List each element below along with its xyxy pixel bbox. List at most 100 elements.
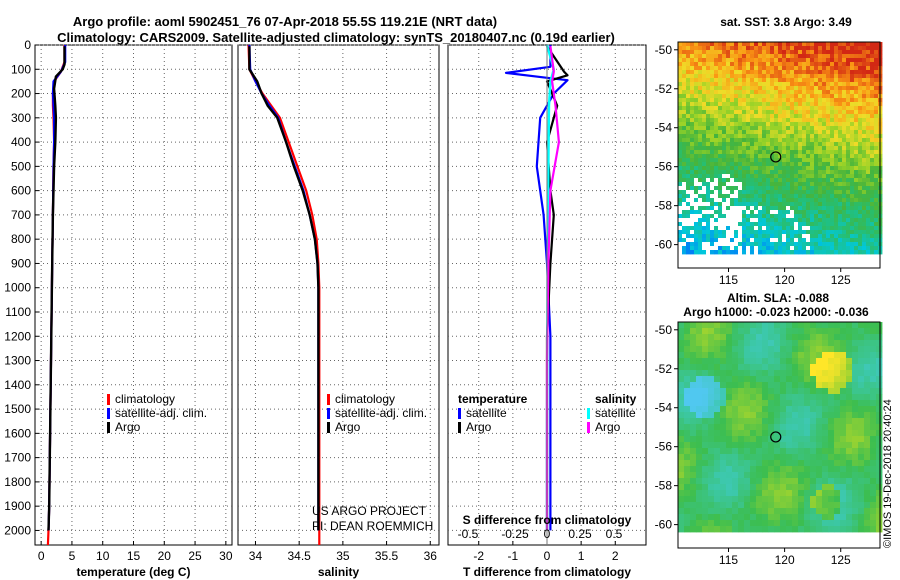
sla-cell (810, 442, 817, 449)
sla-cell (852, 514, 859, 521)
sst-cell (794, 42, 799, 47)
sla-cell (792, 406, 799, 413)
sst-cell (786, 226, 791, 231)
sst-cell (866, 122, 871, 127)
sla-cell (834, 364, 841, 371)
sst-cell (730, 42, 735, 47)
sst-cell (682, 190, 687, 195)
sst-cell (726, 110, 731, 115)
sla-cell (738, 346, 745, 353)
sla-cell (804, 472, 811, 479)
sla-cell (846, 490, 853, 497)
sst-cell (830, 154, 835, 159)
sla-cell (840, 364, 847, 371)
sla-cell (846, 370, 853, 377)
sst-cell (738, 222, 743, 227)
sst-cell (698, 142, 703, 147)
sst-cell (706, 42, 711, 47)
sst-cell (738, 82, 743, 87)
sla-cell (810, 322, 817, 329)
sst-cell (806, 190, 811, 195)
sst-cell (862, 74, 867, 79)
sst-cell (686, 198, 691, 203)
sla-cell (828, 466, 835, 473)
sst-cell (858, 182, 863, 187)
sst-cell (790, 122, 795, 127)
sst-cell (870, 82, 875, 87)
sla-cell (786, 502, 793, 509)
sst-cell (702, 50, 707, 55)
sla-cell (768, 346, 775, 353)
sst-cell (846, 106, 851, 111)
sla-cell (690, 406, 697, 413)
sst-cell (678, 206, 683, 211)
sla-cell (762, 352, 769, 359)
sst-cell (790, 178, 795, 183)
sst-cell (806, 90, 811, 95)
sla-cell (840, 442, 847, 449)
sla-cell (696, 496, 703, 503)
sst-cell (698, 166, 703, 171)
sla-cell (732, 382, 739, 389)
sst-cell (838, 158, 843, 163)
sla-cell (678, 514, 685, 521)
sla-cell (828, 400, 835, 407)
sla-cell (750, 358, 757, 365)
sst-cell (810, 146, 815, 151)
sst-cell (730, 150, 735, 155)
sst-cell (810, 222, 815, 227)
sla-cell (750, 370, 757, 377)
sla-cell (756, 496, 763, 503)
sla-cell (738, 352, 745, 359)
sst-cell (718, 70, 723, 75)
sst-cell (762, 154, 767, 159)
sst-cell (702, 70, 707, 75)
sst-cell (826, 178, 831, 183)
sst-cell (714, 234, 719, 239)
sst-cell (730, 102, 735, 107)
sst-cell (690, 250, 695, 255)
sla-cell (714, 472, 721, 479)
sla-cell (858, 358, 865, 365)
sst-cell (802, 130, 807, 135)
sst-cell (718, 142, 723, 147)
sst-cell (774, 90, 779, 95)
sla-cell (714, 430, 721, 437)
sst-cell (690, 70, 695, 75)
sst-cell (766, 158, 771, 163)
sst-cell (838, 190, 843, 195)
sst-cell (742, 230, 747, 235)
sst-cell (694, 182, 699, 187)
sst-cell (830, 246, 835, 251)
sla-cell (732, 460, 739, 467)
sst-cell (774, 238, 779, 243)
sst-cell (698, 130, 703, 135)
sla-cell (774, 478, 781, 485)
sst-cell (698, 198, 703, 203)
sst-cell (718, 130, 723, 135)
sst-cell (830, 226, 835, 231)
sla-cell (732, 340, 739, 347)
sst-cell (690, 210, 695, 215)
sst-cell (846, 218, 851, 223)
sst-cell (770, 182, 775, 187)
sst-cell (802, 62, 807, 67)
sst-cell (694, 162, 699, 167)
sst-cell (822, 198, 827, 203)
sst-cell (770, 66, 775, 71)
sst-cell (850, 54, 855, 59)
sst-cell (762, 218, 767, 223)
sst-cell (806, 102, 811, 107)
sst-cell (742, 66, 747, 71)
sst-cell (718, 94, 723, 99)
sst-cell (818, 114, 823, 119)
secondary-x-tick-label: 0.25 (568, 527, 592, 541)
sla-cell (810, 508, 817, 515)
sst-cell (782, 110, 787, 115)
sst-cell (730, 246, 735, 251)
sst-cell (862, 90, 867, 95)
sst-cell (822, 46, 827, 51)
sla-cell (696, 514, 703, 521)
sst-cell (762, 146, 767, 151)
sst-cell (726, 94, 731, 99)
